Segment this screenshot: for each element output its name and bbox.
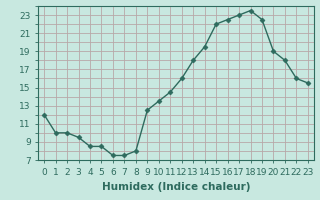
- X-axis label: Humidex (Indice chaleur): Humidex (Indice chaleur): [102, 182, 250, 192]
